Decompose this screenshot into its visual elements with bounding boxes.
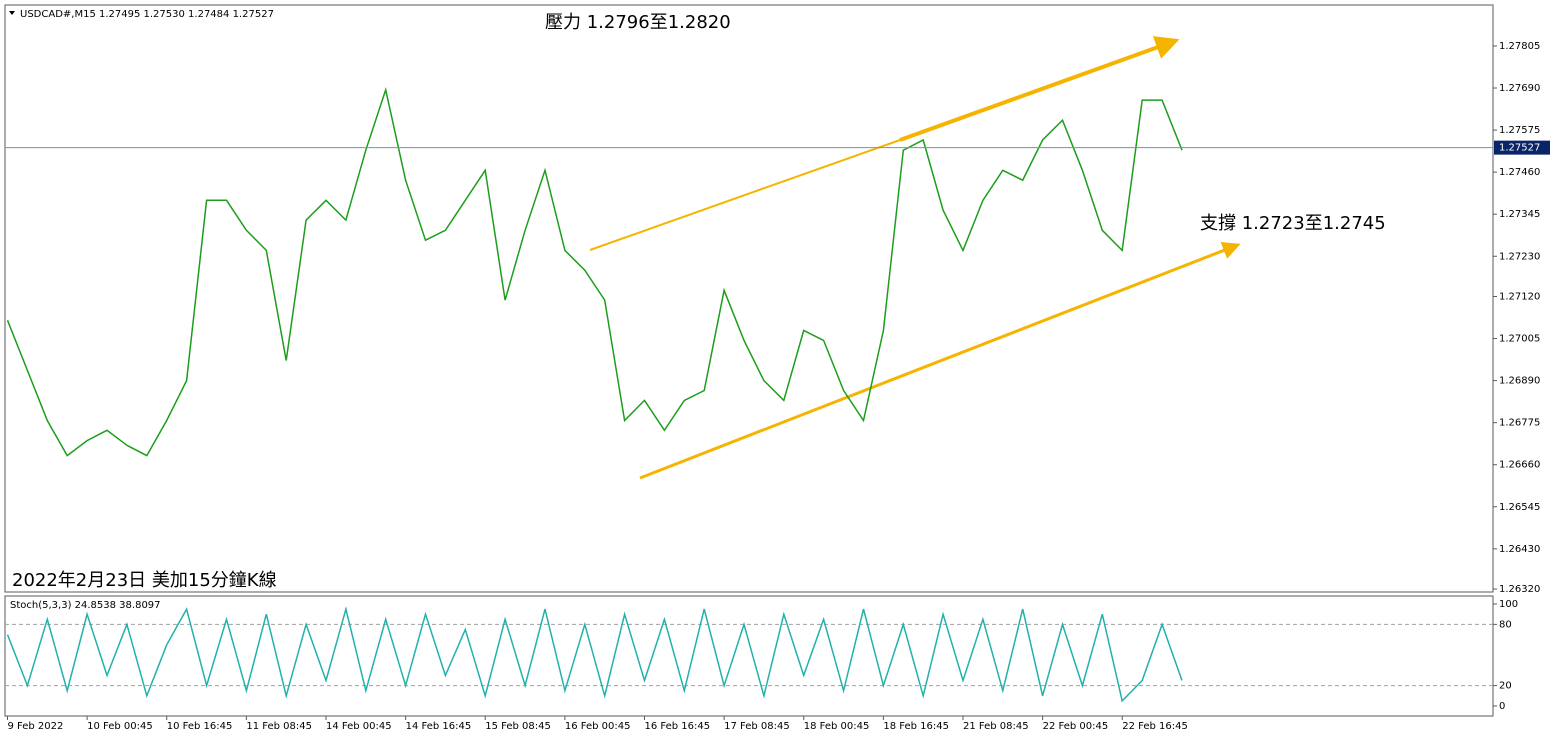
x-tick-label: 14 Feb 16:45	[406, 721, 472, 732]
series-line	[6, 606, 1183, 703]
y-tick-label: 1.27690	[1499, 83, 1540, 94]
y-tick-label: 1.27805	[1499, 41, 1540, 52]
annotation: 支撐 1.2723至1.2745	[1200, 213, 1386, 234]
y-tick-label: 20	[1499, 681, 1512, 692]
y-tick-label: 1.27460	[1499, 167, 1540, 178]
y-tick-label: 1.26320	[1499, 584, 1540, 595]
y-tick-label: 1.26660	[1499, 460, 1540, 471]
y-tick-label: 1.26545	[1499, 502, 1540, 513]
x-tick-label: 15 Feb 08:45	[485, 721, 551, 732]
x-tick-label: 22 Feb 16:45	[1122, 721, 1188, 732]
y-tick-label: 1.27345	[1499, 209, 1540, 220]
x-tick-label: 9 Feb 2022	[7, 721, 63, 732]
support-arrow	[639, 241, 1241, 480]
annotation: 2022年2月23日 美加15分鐘K線	[12, 570, 277, 591]
x-tick-label: 14 Feb 00:45	[326, 721, 392, 732]
resistance-arrow	[899, 36, 1180, 142]
x-tick-label: 10 Feb 16:45	[167, 721, 233, 732]
last-price-box	[1494, 140, 1550, 155]
y-tick-label: 80	[1499, 619, 1512, 630]
y-tick-label: 100	[1499, 599, 1518, 610]
y-tick-label: 1.26890	[1499, 376, 1540, 387]
y-tick-label: 1.27005	[1499, 334, 1540, 345]
y-tick-label: 0	[1499, 701, 1505, 712]
y-tick-label: 1.27230	[1499, 251, 1540, 262]
resistance-trend	[589, 139, 901, 251]
menu-arrow[interactable]	[9, 11, 15, 15]
series-line	[6, 86, 1183, 457]
main-panel	[4, 4, 1494, 593]
x-tick-label: 16 Feb 16:45	[644, 721, 710, 732]
x-tick-label: 21 Feb 08:45	[963, 721, 1029, 732]
x-tick-label: 18 Feb 16:45	[883, 721, 949, 732]
y-tick-label: 1.26775	[1499, 418, 1540, 429]
last-price-label: 1.27527	[1499, 143, 1540, 154]
x-tick-label: 10 Feb 00:45	[87, 721, 153, 732]
y-tick-label: 1.27575	[1499, 125, 1540, 136]
x-tick-label: 11 Feb 08:45	[246, 721, 312, 732]
annotation: 壓力 1.2796至1.2820	[545, 12, 731, 33]
symbol-header: USDCAD#,M15 1.27495 1.27530 1.27484 1.27…	[20, 9, 274, 20]
x-tick-label: 17 Feb 08:45	[724, 721, 790, 732]
y-tick-label: 1.27120	[1499, 291, 1540, 302]
y-tick-label: 1.26430	[1499, 544, 1540, 555]
x-tick-label: 22 Feb 00:45	[1043, 721, 1109, 732]
stoch-header: Stoch(5,3,3) 24.8538 38.8097	[10, 600, 161, 611]
x-tick-label: 18 Feb 00:45	[804, 721, 870, 732]
x-tick-label: 16 Feb 00:45	[565, 721, 631, 732]
stoch-panel	[4, 595, 1494, 717]
